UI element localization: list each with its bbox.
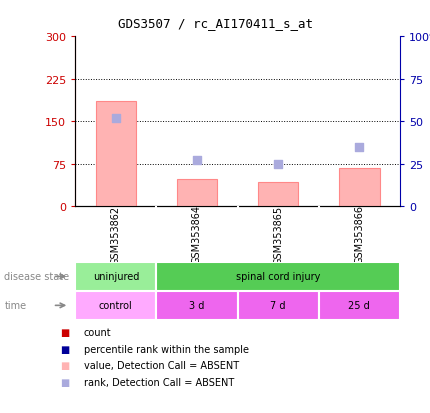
Text: time: time [4,301,26,311]
Text: value, Detection Call = ABSENT: value, Detection Call = ABSENT [84,361,239,370]
Text: ■: ■ [60,344,70,354]
Text: 7 d: 7 d [270,301,286,311]
Bar [157,262,400,291]
Bar [339,168,380,206]
Bar [258,182,298,206]
Bar [177,180,217,206]
Text: spinal cord injury: spinal cord injury [236,272,320,282]
Bar [75,262,157,291]
Text: 3 d: 3 d [189,301,205,311]
Text: GSM353865: GSM353865 [273,205,283,264]
Bar [157,291,237,320]
Text: count: count [84,328,111,337]
Text: ■: ■ [60,377,70,387]
Bar [319,291,400,320]
Text: GSM353866: GSM353866 [354,205,364,264]
Point [112,115,119,122]
Point [275,161,282,168]
Text: GDS3507 / rc_AI170411_s_at: GDS3507 / rc_AI170411_s_at [117,17,313,29]
Text: ■: ■ [60,328,70,337]
Text: GSM353862: GSM353862 [111,205,121,264]
Text: ■: ■ [60,361,70,370]
Bar [237,291,319,320]
Text: percentile rank within the sample: percentile rank within the sample [84,344,249,354]
Text: GSM353864: GSM353864 [192,205,202,264]
Bar [75,291,157,320]
Text: 25 d: 25 d [348,301,370,311]
Text: control: control [99,301,133,311]
Text: uninjured: uninjured [92,272,139,282]
Text: rank, Detection Call = ABSENT: rank, Detection Call = ABSENT [84,377,234,387]
Bar [95,102,136,206]
Point [356,144,363,150]
Point [194,157,200,164]
Text: disease state: disease state [4,272,69,282]
